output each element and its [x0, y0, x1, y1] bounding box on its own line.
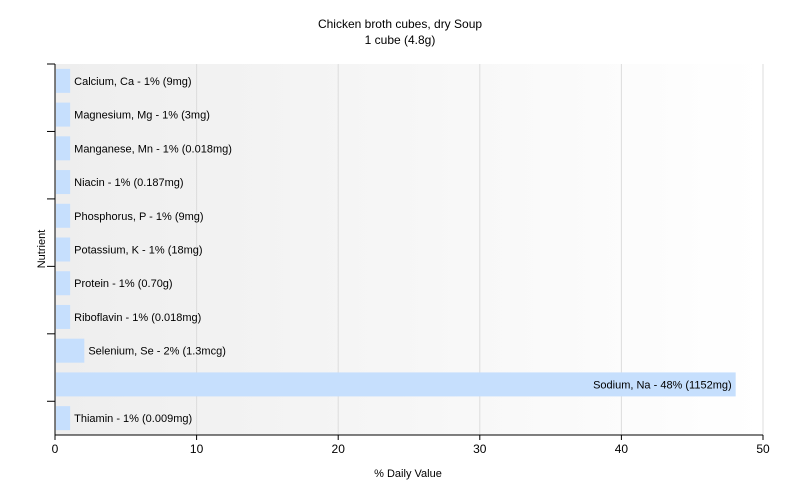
x-ticks: 0 10 20 30 40 50 [52, 435, 770, 456]
bar [56, 68, 71, 93]
bar-label: Niacin - 1% (0.187mg) [74, 177, 183, 189]
bar [56, 203, 71, 228]
bar-label: Phosphorus, P - 1% (9mg) [74, 211, 203, 223]
y-ticks [47, 63, 55, 402]
y-axis-label: Nutrient [36, 230, 48, 269]
x-tick-label: 10 [190, 442, 204, 456]
x-axis-label: % Daily Value [374, 468, 442, 480]
bar [56, 271, 71, 296]
bar [56, 304, 71, 329]
chart-title: Chicken broth cubes, dry Soup [318, 17, 482, 31]
bar-label: Magnesium, Mg - 1% (3mg) [74, 110, 210, 122]
x-tick-label: 50 [756, 442, 770, 456]
bar-label: Riboflavin - 1% (0.018mg) [74, 312, 201, 324]
bar [56, 406, 71, 431]
x-tick-label: 30 [473, 442, 487, 456]
bar-label: Sodium, Na - 48% (1152mg) [593, 379, 732, 391]
bar-label: Calcium, Ca - 1% (9mg) [74, 76, 191, 88]
x-tick-label: 20 [332, 442, 346, 456]
bar-label: Manganese, Mn - 1% (0.018mg) [74, 143, 232, 155]
bar [56, 237, 71, 262]
bar [56, 338, 85, 363]
bars: Calcium, Ca - 1% (9mg) Magnesium, Mg - 1%… [56, 68, 736, 431]
bar [56, 372, 736, 397]
bar-label: Selenium, Se - 2% (1.3mcg) [88, 346, 226, 358]
x-tick-label: 40 [615, 442, 629, 456]
axes [54, 64, 763, 436]
bar-label: Potassium, K - 1% (18mg) [74, 245, 202, 257]
bar-label: Thiamin - 1% (0.009mg) [74, 413, 192, 425]
x-tick-label: 0 [52, 442, 59, 456]
bar-label: Protein - 1% (0.70g) [74, 278, 172, 290]
bar [56, 136, 71, 161]
bar [56, 102, 71, 127]
chart-subtitle: 1 cube (4.8g) [365, 33, 436, 47]
bar [56, 170, 71, 195]
